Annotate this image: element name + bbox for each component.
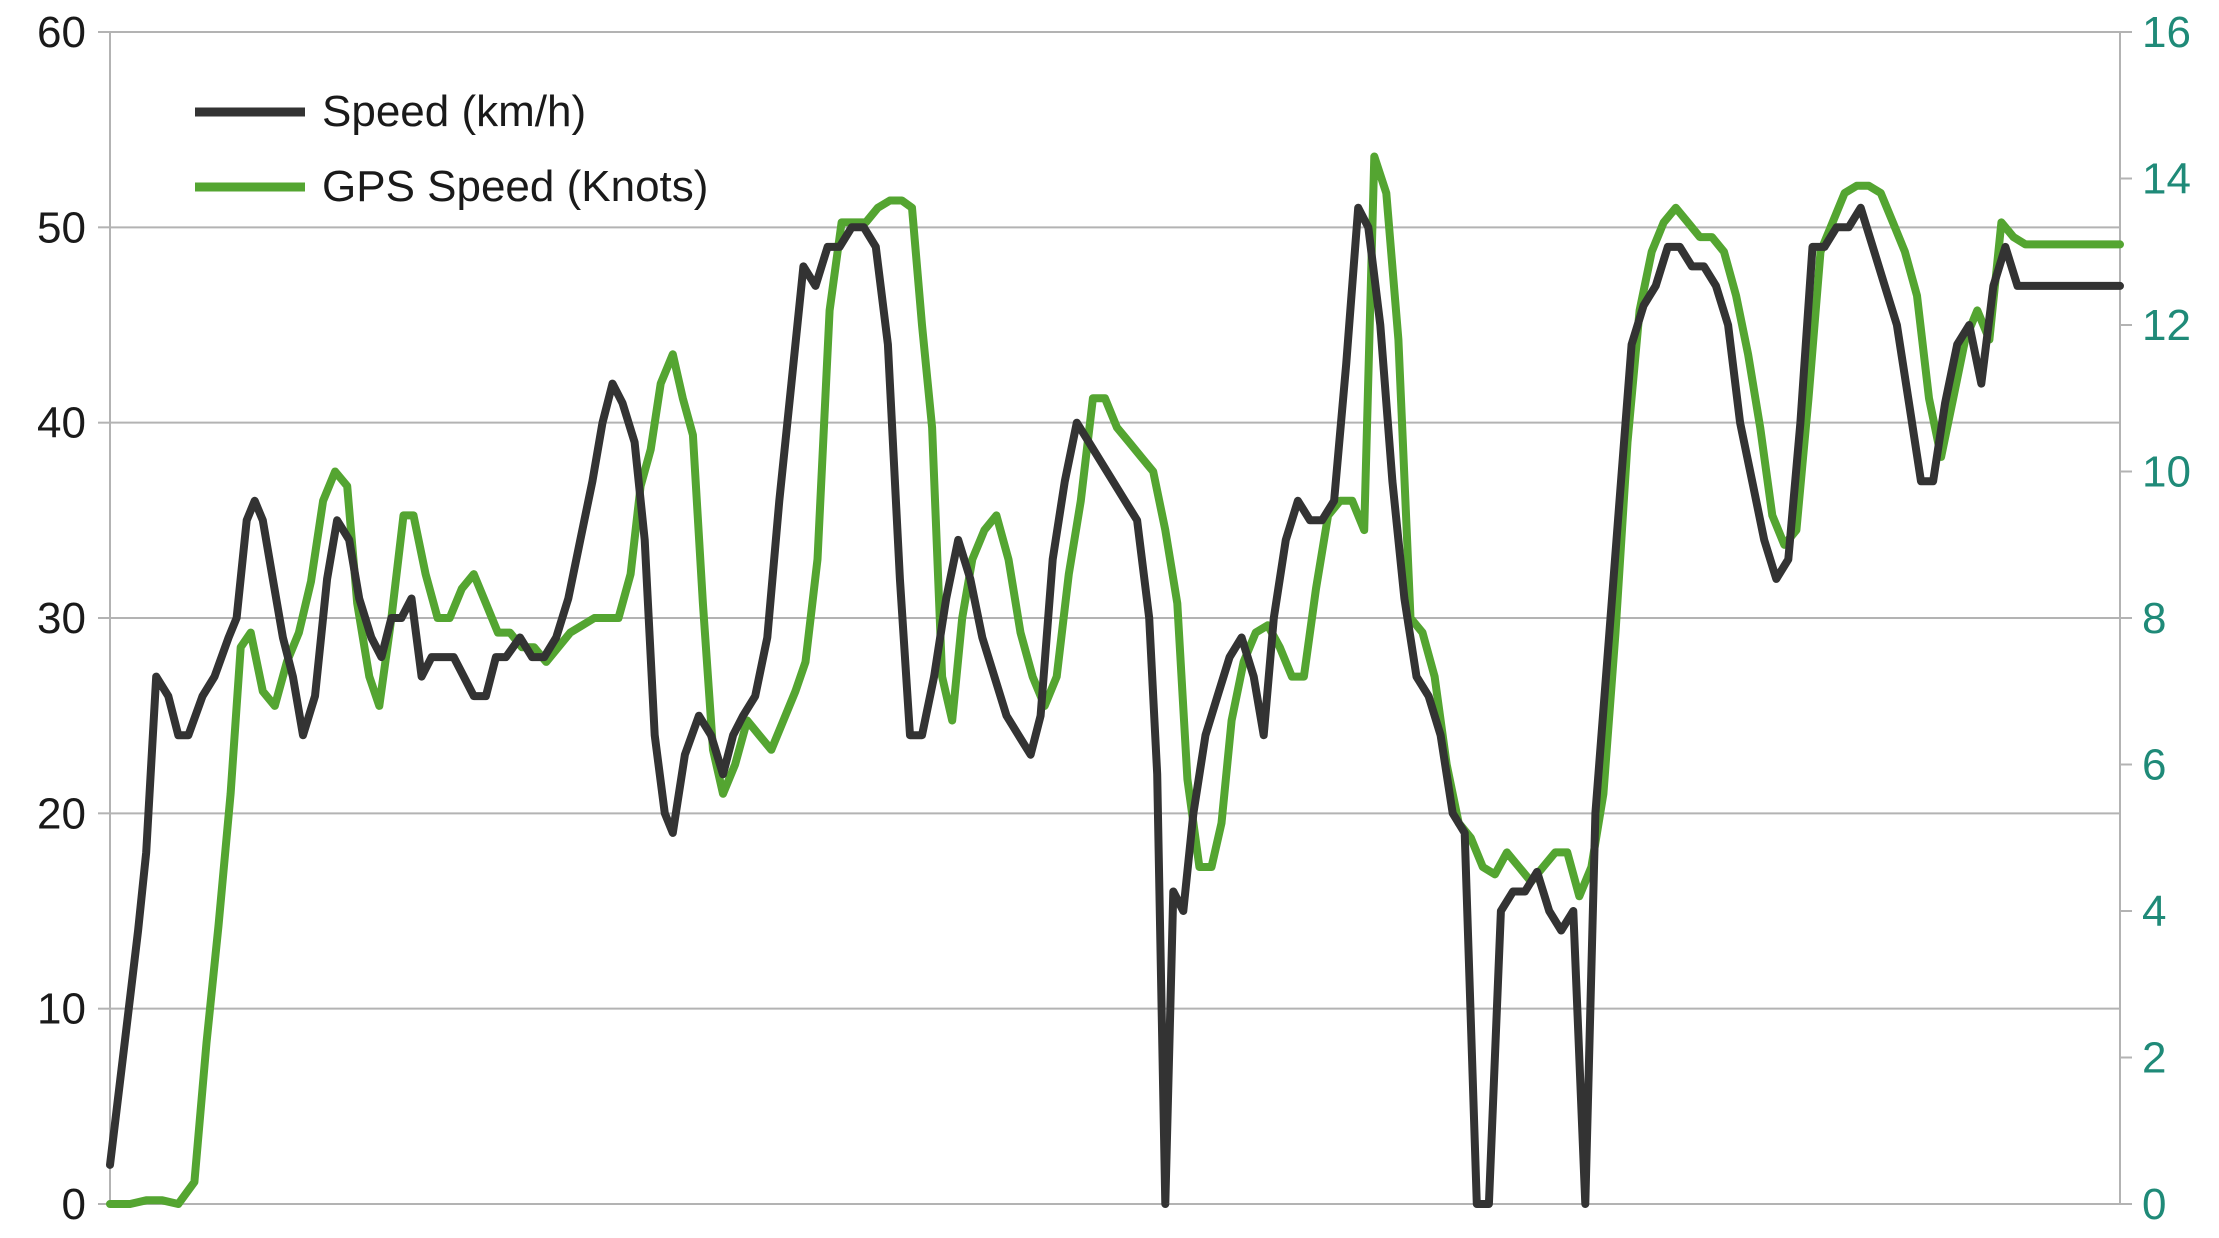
legend-label-gps-speed: GPS Speed (Knots)	[322, 162, 708, 211]
left-tick-label-0: 0	[62, 1180, 86, 1229]
left-tick-label-6: 60	[37, 8, 86, 57]
left-tick-label-1: 10	[37, 985, 86, 1034]
legend: Speed (km/h) GPS Speed (Knots)	[195, 87, 708, 211]
left-tick-label-5: 50	[37, 203, 86, 252]
right-tick-label-4: 8	[2142, 594, 2166, 643]
right-tick-label-3: 6	[2142, 741, 2166, 790]
left-tick-label-3: 30	[37, 594, 86, 643]
right-tick-label-2: 4	[2142, 887, 2166, 936]
right-tick-label-7: 14	[2142, 155, 2191, 204]
series-line-speed	[106, 203, 2124, 1208]
right-tick-label-5: 10	[2142, 448, 2191, 497]
right-tick-label-8: 16	[2142, 8, 2191, 57]
right-tick-label-0: 0	[2142, 1180, 2166, 1229]
left-tick-label-2: 20	[37, 789, 86, 838]
series-layer	[106, 152, 2124, 1208]
right-tick-label-6: 12	[2142, 301, 2191, 350]
series-line-gps-speed	[106, 152, 2124, 1208]
left-tick-label-4: 40	[37, 399, 86, 448]
right-tick-label-1: 2	[2142, 1034, 2166, 1083]
axis-layer: 0 10 20 30 40 50 60 0 2 4 6 8 10 12 14 16	[37, 8, 2191, 1229]
legend-label-speed: Speed (km/h)	[322, 87, 586, 136]
